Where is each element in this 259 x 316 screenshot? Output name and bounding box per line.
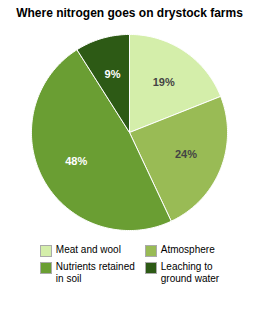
html-text:Leaching to ground water: Leaching to ground water xyxy=(160,261,220,284)
svg-text:48%: 48% xyxy=(65,155,87,167)
svg-text:19%: 19% xyxy=(153,76,175,88)
html-text:Meat and wool: Meat and wool xyxy=(55,244,121,255)
svg-text:9%: 9% xyxy=(105,68,121,80)
html-text:Nutrients retained in soil: Nutrients retained in soil xyxy=(55,261,135,284)
svg-text:24%: 24% xyxy=(175,148,197,160)
html-text:Atmosphere: Atmosphere xyxy=(160,244,215,255)
html-text:Where nitrogen goes on drystoc: Where nitrogen goes on drystock farms xyxy=(16,6,243,20)
